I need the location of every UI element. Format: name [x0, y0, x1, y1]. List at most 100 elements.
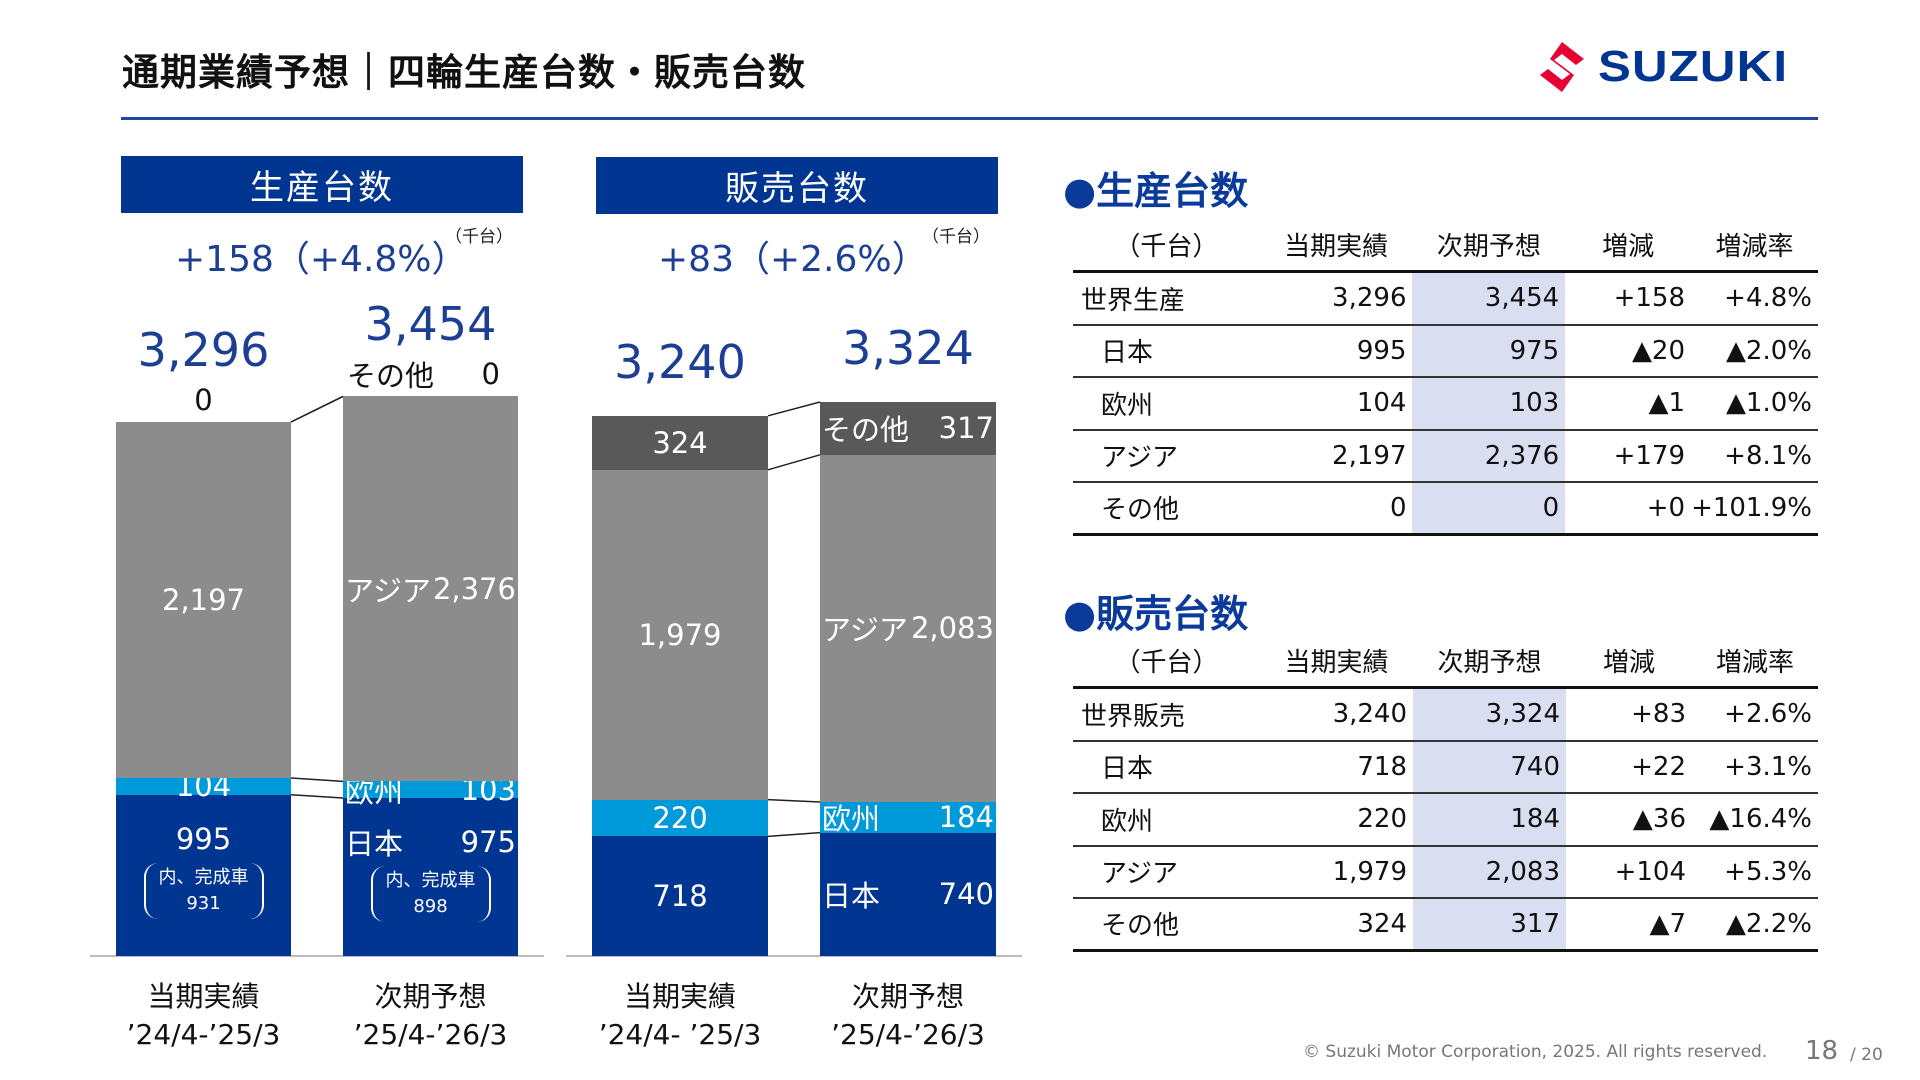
- column-header: 次期予想: [1413, 635, 1566, 689]
- cell: +8.1%: [1691, 431, 1818, 483]
- bar-segment-欧州: [592, 799, 768, 837]
- bar-segment-アジア: [343, 396, 518, 782]
- cell: 995: [1259, 326, 1413, 378]
- cell: 2,376: [1412, 430, 1566, 483]
- copyright: © Suzuki Motor Corporation, 2025. All ri…: [1303, 1042, 1768, 1062]
- column-header: （千台）: [1073, 219, 1260, 273]
- segment-value: 184: [938, 800, 994, 835]
- cell: ▲2.2%: [1692, 899, 1818, 952]
- segment-label: アジア 2,376: [345, 571, 516, 608]
- category-label: 次期予想 ’25/4-’26/3: [311, 978, 551, 1054]
- column-header: 増減: [1566, 635, 1692, 689]
- cell: ▲16.4%: [1692, 794, 1818, 847]
- table-row: 日本 718 740 +22 +3.1%: [1073, 741, 1818, 794]
- column-header: 増減率: [1691, 219, 1818, 273]
- bar-segment-アジア: [592, 469, 768, 800]
- bar-segment-その他: [592, 415, 768, 470]
- category-period: ’24/4-’25/3: [126, 1018, 281, 1051]
- row-label: 欧州: [1073, 794, 1260, 847]
- cell: 718: [1260, 742, 1413, 794]
- cell: +5.3%: [1692, 847, 1818, 899]
- segment-name: 欧州: [822, 802, 881, 837]
- table-header: （千台） 当期実績 次期予想 増減 増減率: [1073, 635, 1818, 689]
- cell: +4.8%: [1691, 273, 1818, 326]
- connector-line: [767, 401, 821, 417]
- segment-value: 2,376: [432, 571, 516, 606]
- cell: 1,979: [1260, 847, 1413, 899]
- cell: +104: [1566, 847, 1692, 899]
- segment-label: 日本 740: [822, 876, 994, 913]
- cell: ▲2.0%: [1691, 326, 1818, 378]
- category-label: 次期予想 ’25/4-’26/3: [788, 978, 1028, 1054]
- production-table-title: ●生産台数: [1063, 169, 1249, 213]
- cell: +22: [1566, 742, 1692, 794]
- segment-name: 日本: [345, 827, 404, 862]
- cell: +83: [1566, 689, 1692, 742]
- segment-name: アジア: [822, 613, 908, 648]
- category-name: 次期予想: [374, 980, 487, 1013]
- bar-segment-アジア: [820, 454, 996, 802]
- row-label: 世界生産: [1073, 273, 1260, 326]
- segment-value: 1,979: [638, 617, 722, 652]
- segment-label: 220: [592, 800, 768, 836]
- cell: 220: [1260, 794, 1413, 847]
- sales-change: +83（+2.6%）: [658, 239, 928, 280]
- segment-value: 0: [194, 383, 213, 417]
- segment-value: 0: [481, 357, 500, 392]
- cell: +179: [1565, 431, 1692, 483]
- sales-unit: （千台）: [922, 227, 990, 247]
- bar-segment-日本: [592, 836, 768, 956]
- column-header: 増減: [1565, 219, 1692, 273]
- row-label: 欧州: [1073, 378, 1260, 431]
- table-row: 欧州 220 184 ▲36 ▲16.4%: [1073, 794, 1818, 847]
- page-total: / 20: [1850, 1045, 1883, 1065]
- connector-line: [290, 777, 344, 783]
- segment-name: その他: [347, 359, 435, 394]
- segment-label: 1,979: [592, 617, 768, 653]
- sales-axis: [566, 955, 1022, 957]
- production-change: +158（+4.8%）: [175, 239, 468, 280]
- cell: ▲36: [1566, 794, 1692, 847]
- cell: +101.9%: [1691, 483, 1818, 536]
- column-header: 当期実績: [1260, 635, 1413, 689]
- note-value: 931: [186, 892, 221, 914]
- cell: 3,324: [1413, 689, 1566, 742]
- cell: ▲1: [1565, 378, 1692, 431]
- suzuki-s-icon: [1540, 42, 1584, 92]
- bar-segment-欧州: [116, 777, 291, 795]
- column-header: （千台）: [1073, 635, 1260, 689]
- segment-value: 718: [652, 879, 708, 914]
- segment-note: 内、完成車 931: [143, 862, 264, 919]
- segment-name: アジア: [345, 573, 431, 608]
- category-period: ’25/4-’26/3: [831, 1018, 985, 1051]
- segment-value: 220: [652, 801, 708, 835]
- table-header: （千台） 当期実績 次期予想 増減 増減率: [1073, 219, 1818, 273]
- cell: 3,454: [1412, 273, 1566, 326]
- segment-value: 975: [460, 825, 516, 860]
- page-title: 通期業績予想｜四輪生産台数・販売台数: [122, 51, 806, 94]
- production-unit: （千台）: [445, 227, 513, 247]
- suzuki-logo: SUZUKI: [1536, 42, 1806, 92]
- segment-label: 日本 975: [345, 824, 516, 862]
- column-header: 当期実績: [1259, 219, 1413, 273]
- cell: 3,296: [1259, 273, 1413, 326]
- table-row: その他 324 317 ▲7 ▲2.2%: [1073, 899, 1818, 952]
- table-row: アジア 2,197 2,376 +179 +8.1%: [1073, 430, 1818, 483]
- segment-value: 317: [938, 411, 994, 446]
- cell: +2.6%: [1692, 689, 1818, 742]
- cell: ▲7: [1566, 899, 1692, 952]
- segment-label: 2,197: [116, 582, 291, 618]
- sales-table-title: ●販売台数: [1063, 592, 1249, 636]
- note-label: 内、完成車: [158, 866, 249, 888]
- cell: 103: [1412, 378, 1566, 431]
- title-rule: [121, 117, 1818, 120]
- page-number: 18: [1805, 1036, 1839, 1066]
- cell: +0: [1565, 483, 1692, 536]
- segment-label: 欧州 184: [822, 799, 994, 837]
- row-label: アジア: [1073, 431, 1260, 483]
- connector-line: [767, 454, 821, 471]
- connector-line: [290, 395, 344, 423]
- segment-label: アジア 2,083: [822, 610, 994, 648]
- segment-label: 718: [592, 878, 768, 914]
- column-header: 増減率: [1692, 635, 1818, 689]
